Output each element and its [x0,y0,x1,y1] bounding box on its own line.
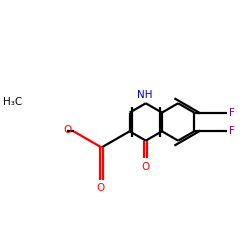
Text: O: O [63,125,71,135]
Text: NH: NH [137,90,152,100]
Text: F: F [230,108,235,118]
Text: H₃C: H₃C [3,97,22,107]
Text: O: O [96,184,105,194]
Text: O: O [142,162,150,172]
Text: F: F [230,126,235,136]
